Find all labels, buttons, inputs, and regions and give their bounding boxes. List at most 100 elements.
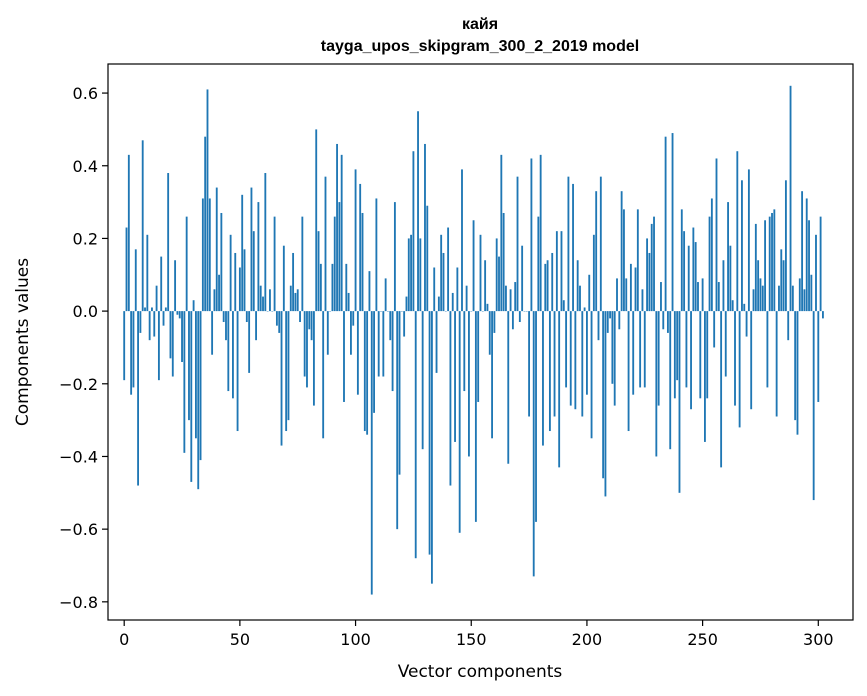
bar — [602, 311, 605, 479]
bar — [315, 129, 318, 312]
bar — [363, 311, 366, 432]
y-tick-label: 0.0 — [73, 302, 98, 321]
bar — [731, 300, 734, 312]
bar — [262, 296, 264, 312]
bar — [275, 311, 278, 326]
bar — [264, 173, 267, 312]
bar — [743, 303, 746, 312]
bar — [326, 311, 329, 355]
x-tick-label: 100 — [340, 630, 371, 649]
bar — [373, 311, 375, 413]
bar — [764, 220, 767, 312]
bar — [495, 238, 498, 312]
bar — [493, 311, 496, 333]
bar — [447, 227, 450, 312]
bar — [232, 311, 234, 399]
bar — [511, 311, 514, 330]
bar — [125, 227, 128, 312]
bar — [410, 234, 413, 312]
bar — [278, 311, 281, 333]
bar — [817, 311, 820, 402]
bar — [303, 311, 306, 377]
bar — [539, 154, 542, 312]
bar — [308, 311, 311, 330]
bar — [713, 311, 716, 348]
bar — [551, 252, 554, 312]
bar — [225, 311, 227, 341]
bar — [398, 311, 401, 475]
bar — [188, 311, 190, 421]
bar — [141, 140, 144, 312]
bar — [546, 260, 549, 312]
bar — [666, 311, 669, 333]
bar — [660, 282, 662, 312]
bar — [745, 311, 748, 337]
bar — [299, 311, 301, 323]
bar — [782, 260, 785, 312]
bar — [451, 292, 454, 312]
bar — [810, 274, 813, 312]
plot-frame — [107, 63, 854, 621]
bar — [754, 223, 757, 312]
bar — [710, 198, 713, 312]
bar — [752, 289, 755, 312]
bar — [456, 267, 459, 312]
bar — [664, 136, 667, 312]
bar — [708, 216, 711, 312]
bar — [306, 311, 308, 388]
y-tick-label: 0.6 — [73, 84, 98, 103]
bar — [132, 311, 135, 388]
bar — [424, 143, 426, 312]
bar — [724, 311, 727, 377]
bar — [727, 202, 729, 312]
bar — [238, 267, 241, 312]
bar — [204, 136, 207, 312]
bar — [322, 311, 325, 439]
bar — [789, 85, 792, 312]
bar — [375, 198, 378, 312]
bar — [599, 176, 602, 312]
bar — [134, 249, 137, 312]
bar — [629, 263, 632, 312]
bar — [502, 212, 505, 312]
bar — [646, 238, 649, 312]
bar — [127, 154, 130, 312]
bar — [245, 311, 248, 323]
bar — [269, 289, 271, 312]
bar — [759, 278, 762, 312]
bar — [516, 176, 519, 312]
bar — [484, 260, 487, 312]
bar — [738, 311, 741, 428]
bar — [285, 311, 288, 432]
bar — [639, 311, 642, 388]
bar — [472, 220, 475, 312]
bar — [393, 202, 396, 312]
bar — [417, 111, 419, 312]
bar — [220, 212, 223, 312]
bar — [208, 198, 211, 312]
bar — [252, 231, 255, 312]
bar — [287, 311, 290, 421]
bar — [791, 285, 794, 312]
bar — [461, 169, 463, 312]
bar — [555, 231, 558, 312]
bar — [222, 311, 225, 323]
bar — [215, 187, 218, 312]
bar — [595, 191, 598, 312]
bar — [192, 300, 195, 312]
chart-title: кайя — [462, 16, 498, 33]
bar — [218, 274, 220, 312]
bar — [648, 252, 651, 312]
bar — [822, 311, 824, 319]
bar — [139, 311, 142, 333]
bar — [604, 311, 607, 497]
bar — [701, 278, 704, 312]
bar — [609, 311, 611, 319]
bar — [213, 289, 216, 312]
bar — [130, 311, 133, 395]
bar — [324, 176, 327, 312]
bar — [463, 311, 466, 392]
bar — [458, 311, 461, 533]
bar — [437, 296, 440, 312]
bar — [176, 311, 179, 315]
